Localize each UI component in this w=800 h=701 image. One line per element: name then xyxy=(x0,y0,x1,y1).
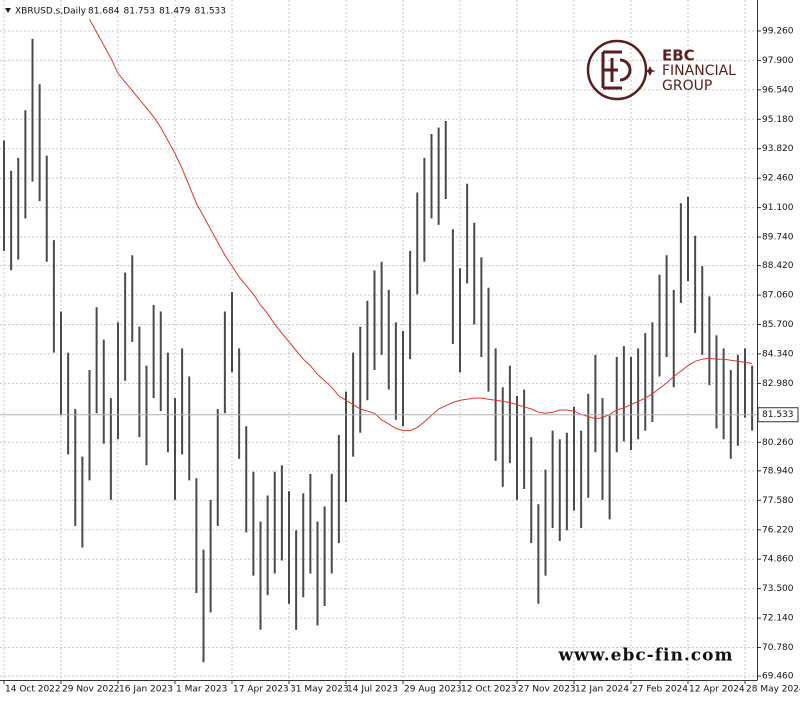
header-value: 81.684 xyxy=(88,7,120,17)
x-tick-label: 29 Aug 2023 xyxy=(404,685,462,695)
x-tick-label: 14 Oct 2022 xyxy=(5,685,61,695)
y-tick-label: 88.420 xyxy=(762,261,794,271)
x-tick-label: 12 Oct 2023 xyxy=(461,685,517,695)
y-tick-label: 93.820 xyxy=(762,144,794,154)
logo-star xyxy=(644,66,656,76)
y-tick-label: 99.260 xyxy=(762,26,794,36)
y-tick-label: 97.900 xyxy=(762,56,794,66)
y-tick-label: 85.700 xyxy=(762,320,794,330)
y-tick-label: 82.980 xyxy=(762,379,794,389)
x-tick-label: 27 Feb 2024 xyxy=(632,685,688,695)
y-tick-label: 76.220 xyxy=(762,525,794,535)
brand-line1: FINANCIAL xyxy=(662,63,736,79)
x-tick-label: 14 Jul 2023 xyxy=(347,685,398,695)
x-tick-label: 28 May 2024 xyxy=(746,685,800,695)
x-tick-label: 27 Nov 2023 xyxy=(518,685,576,695)
brand-name: EBC xyxy=(662,47,695,65)
last-price-box xyxy=(757,407,799,423)
logo-ring xyxy=(586,39,648,101)
logo: EBC FINANCIAL GROUP xyxy=(586,39,736,101)
x-tick-label: 17 Apr 2023 xyxy=(233,685,289,695)
y-tick-label: 87.060 xyxy=(762,291,794,301)
y-tick-label: 96.540 xyxy=(762,85,794,95)
header-value: 81.753 xyxy=(124,7,156,17)
y-tick-label: 70.780 xyxy=(762,643,794,653)
last-price-label: 81.533 xyxy=(762,410,794,420)
y-tick-label: 78.940 xyxy=(762,466,794,476)
moving-average xyxy=(89,19,753,432)
marks xyxy=(0,19,757,663)
y-tick-label: 77.580 xyxy=(762,496,794,506)
y-tick-label: 69.460 xyxy=(762,672,794,682)
menu-triangle[interactable] xyxy=(5,8,11,13)
y-tick-label: 95.180 xyxy=(762,115,794,125)
y-tick-label: 74.860 xyxy=(762,555,794,565)
y-tick-label: 92.460 xyxy=(762,174,794,184)
header-value: 81.533 xyxy=(195,7,227,17)
header-value: 81.479 xyxy=(159,7,191,17)
x-tick-label: 1 Mar 2023 xyxy=(176,685,227,695)
y-tick-label: 80.260 xyxy=(762,438,794,448)
y-tick-label: 73.500 xyxy=(762,584,794,594)
y-tick-label: 84.340 xyxy=(762,349,794,359)
brand-line2: GROUP xyxy=(662,78,712,94)
x-tick-label: 12 Jan 2024 xyxy=(575,685,629,695)
x-tick-label: 29 Nov 2022 xyxy=(62,685,120,695)
x-tick-label: 16 Jan 2023 xyxy=(119,685,173,695)
symbol: XBRUSD.s,Daily xyxy=(15,7,87,17)
y-tick-label: 72.140 xyxy=(762,614,794,624)
y-tick-label: 89.740 xyxy=(762,233,794,243)
y-tick-label: 91.100 xyxy=(762,203,794,213)
x-tick-label: 31 May 2023 xyxy=(290,685,349,695)
x-tick-label: 12 Apr 2024 xyxy=(689,685,745,695)
brand-url: www.ebc-fin.com xyxy=(558,646,734,666)
logo-mark xyxy=(601,50,632,90)
